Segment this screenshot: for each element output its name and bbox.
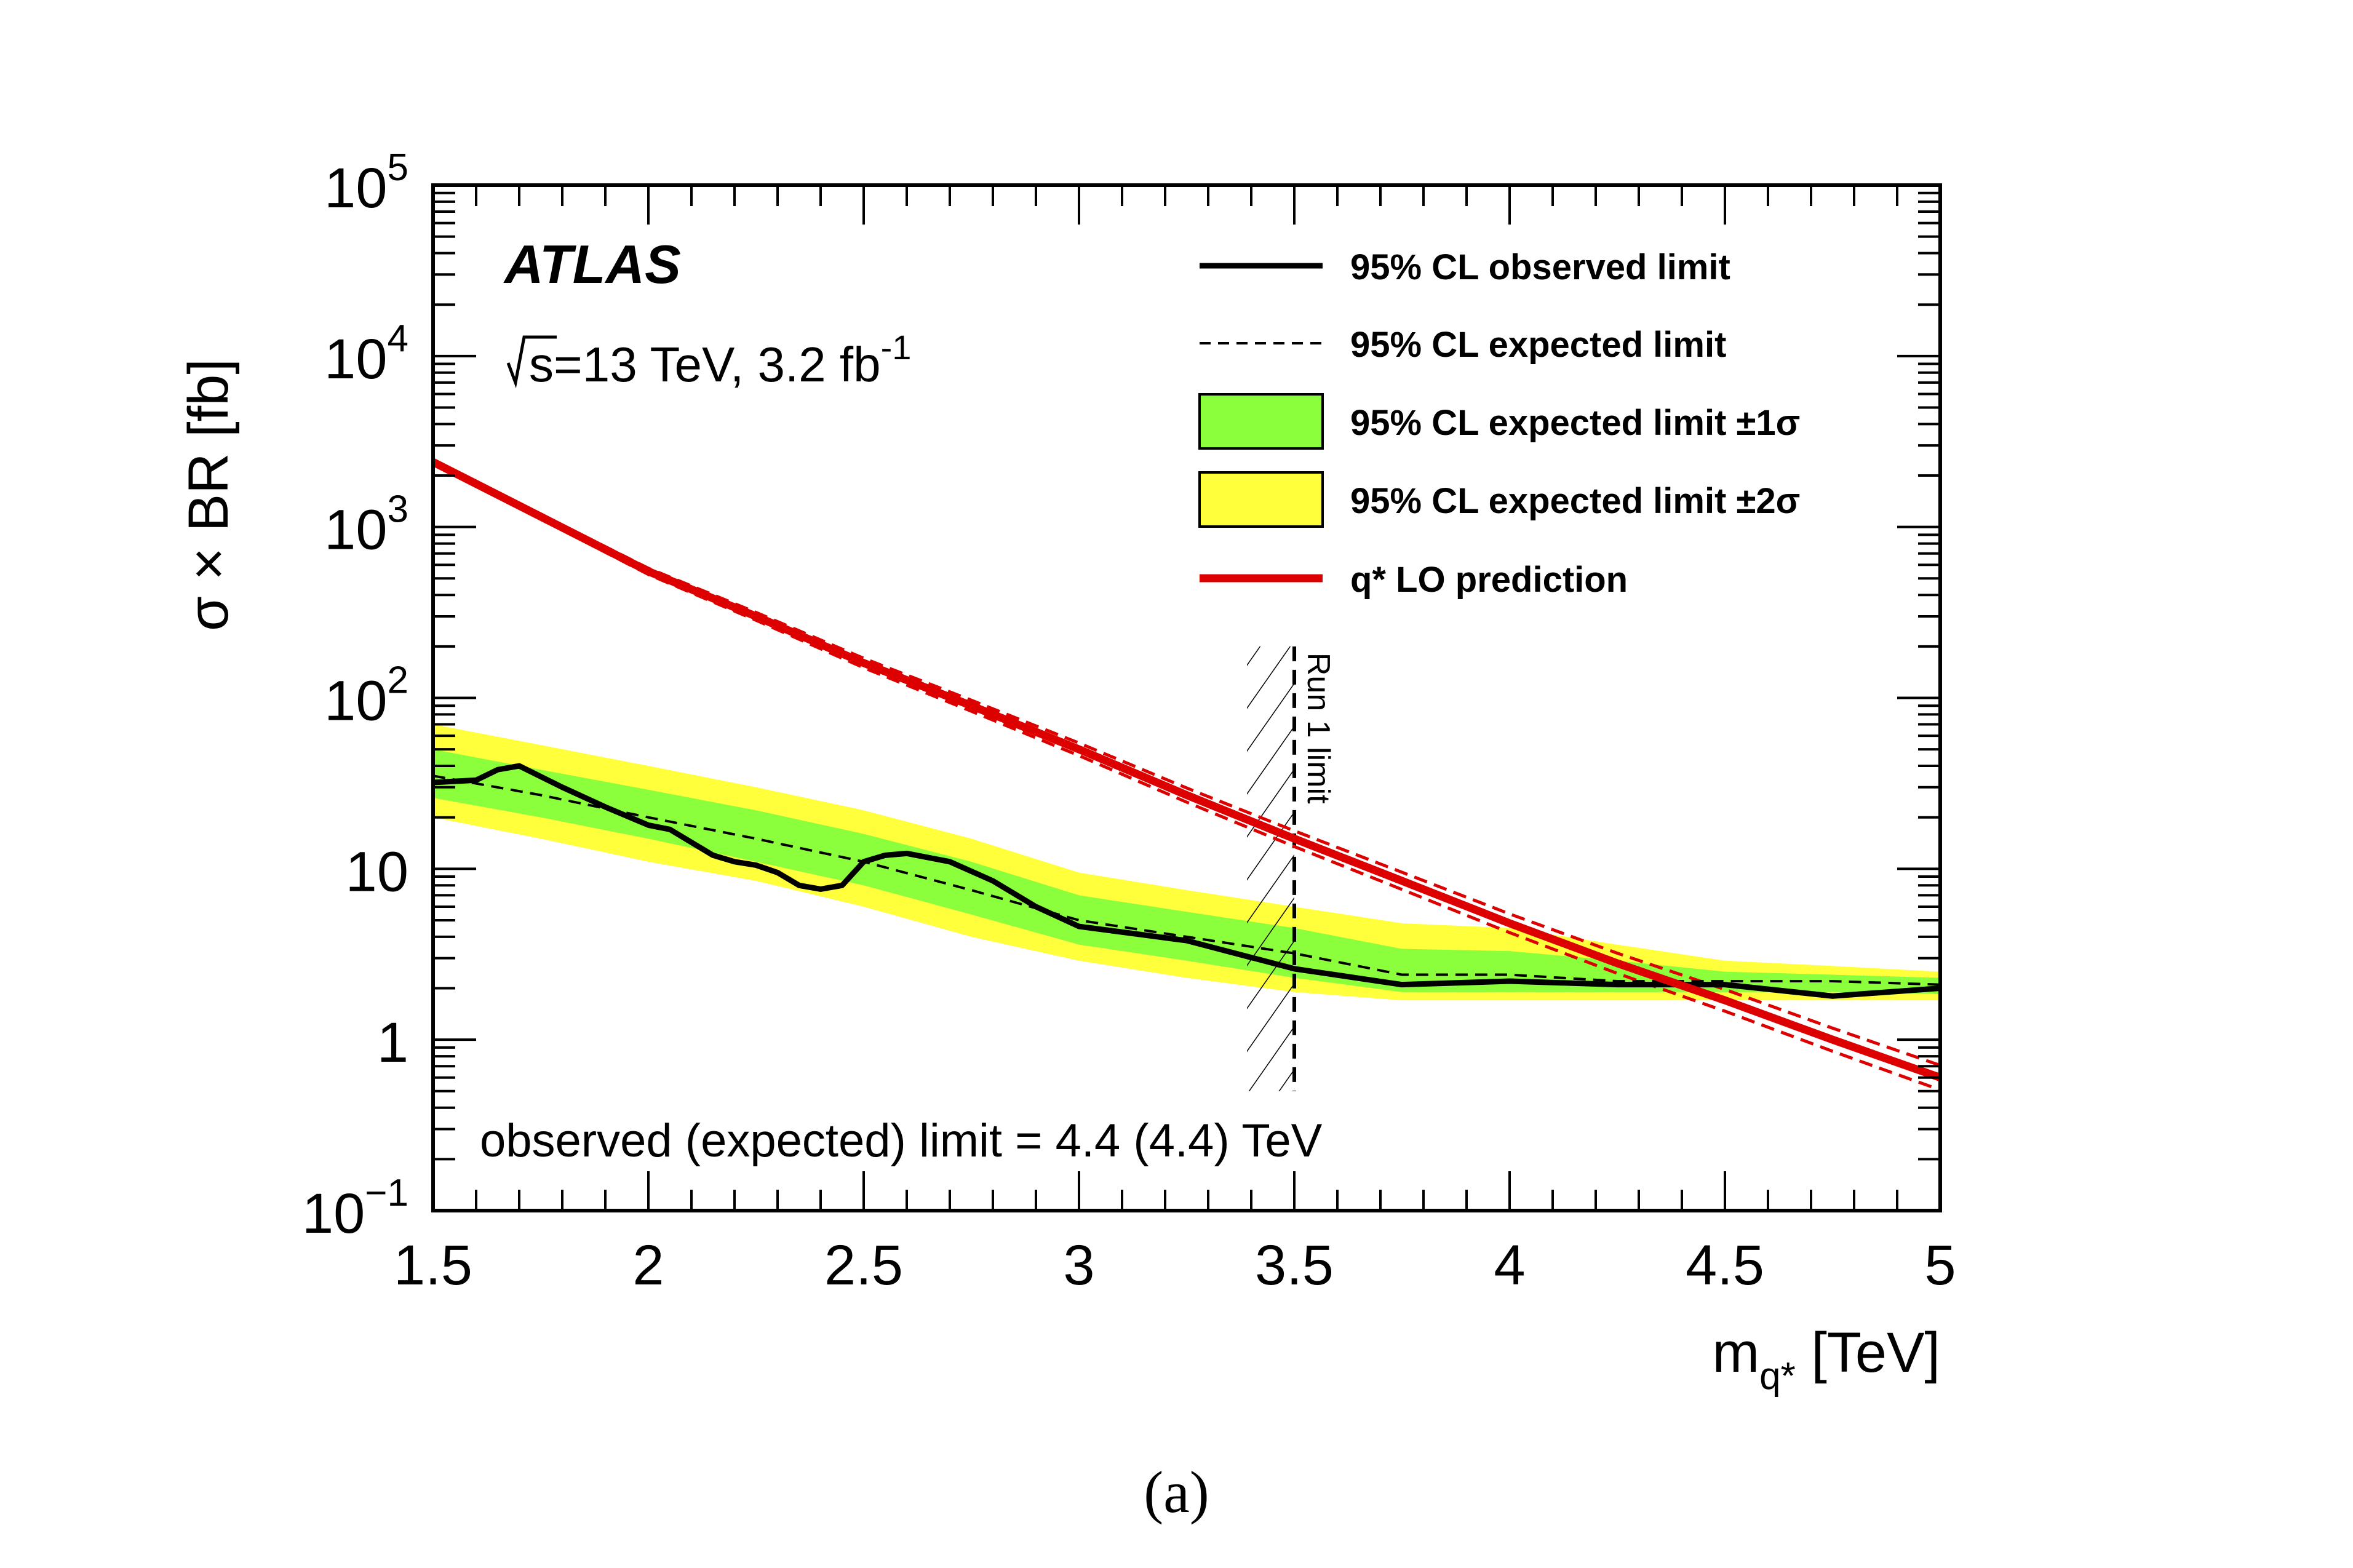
x-tick-label: 4 (1494, 1234, 1525, 1297)
y-axis-label: σ × BR [fb] (177, 359, 240, 631)
experiment-label: ATLAS (503, 234, 681, 295)
x-tick-label: 4.5 (1686, 1234, 1764, 1297)
expected-limit-line (433, 774, 1940, 986)
y-tick-label: 10−1 (302, 1172, 408, 1245)
sqrt-symbol-icon (506, 335, 557, 389)
y-tick-label: 103 (324, 488, 408, 562)
legend-entry-label: 95% CL observed limit (1350, 247, 1730, 287)
y-tick-label: 102 (324, 659, 408, 733)
energy-lumi-label: s=13 TeV, 3.2 fb-1 (529, 328, 911, 392)
y-tick-label: 10 (346, 840, 408, 903)
x-axis-label: mq* [TeV] (1713, 1321, 1940, 1398)
figure-caption: (a) (1144, 1459, 1209, 1525)
x-tick-label: 5 (1924, 1234, 1956, 1297)
legend-entry-label: 95% CL expected limit ±1σ (1350, 403, 1800, 443)
y-tick-label: 1 (377, 1011, 408, 1074)
run1-label: Run 1 limit (1300, 653, 1336, 804)
band-1sigma (433, 749, 1940, 994)
run1-hatch-region (1247, 646, 1294, 1091)
x-tick-label: 2 (632, 1234, 664, 1297)
legend-1sigma-swatch (1198, 393, 1324, 450)
x-tick-label: 1.5 (394, 1234, 472, 1297)
y-tick-label: 104 (324, 317, 408, 391)
x-tick-label: 3 (1063, 1234, 1094, 1297)
legend-entry-label: 95% CL expected limit ±2σ (1350, 481, 1800, 521)
legend-entry-label: 95% CL expected limit (1350, 325, 1726, 365)
x-tick-label: 2.5 (824, 1234, 903, 1297)
legend-2sigma-swatch (1198, 471, 1324, 528)
theory-line (433, 458, 1940, 1081)
limit-annotation: observed (expected) limit = 4.4 (4.4) Te… (480, 1115, 1323, 1167)
observed-limit-line (433, 763, 1940, 999)
x-tick-label: 3.5 (1255, 1234, 1334, 1297)
legend-entry-label: q* LO prediction (1350, 560, 1628, 600)
y-tick-label: 105 (324, 146, 408, 220)
